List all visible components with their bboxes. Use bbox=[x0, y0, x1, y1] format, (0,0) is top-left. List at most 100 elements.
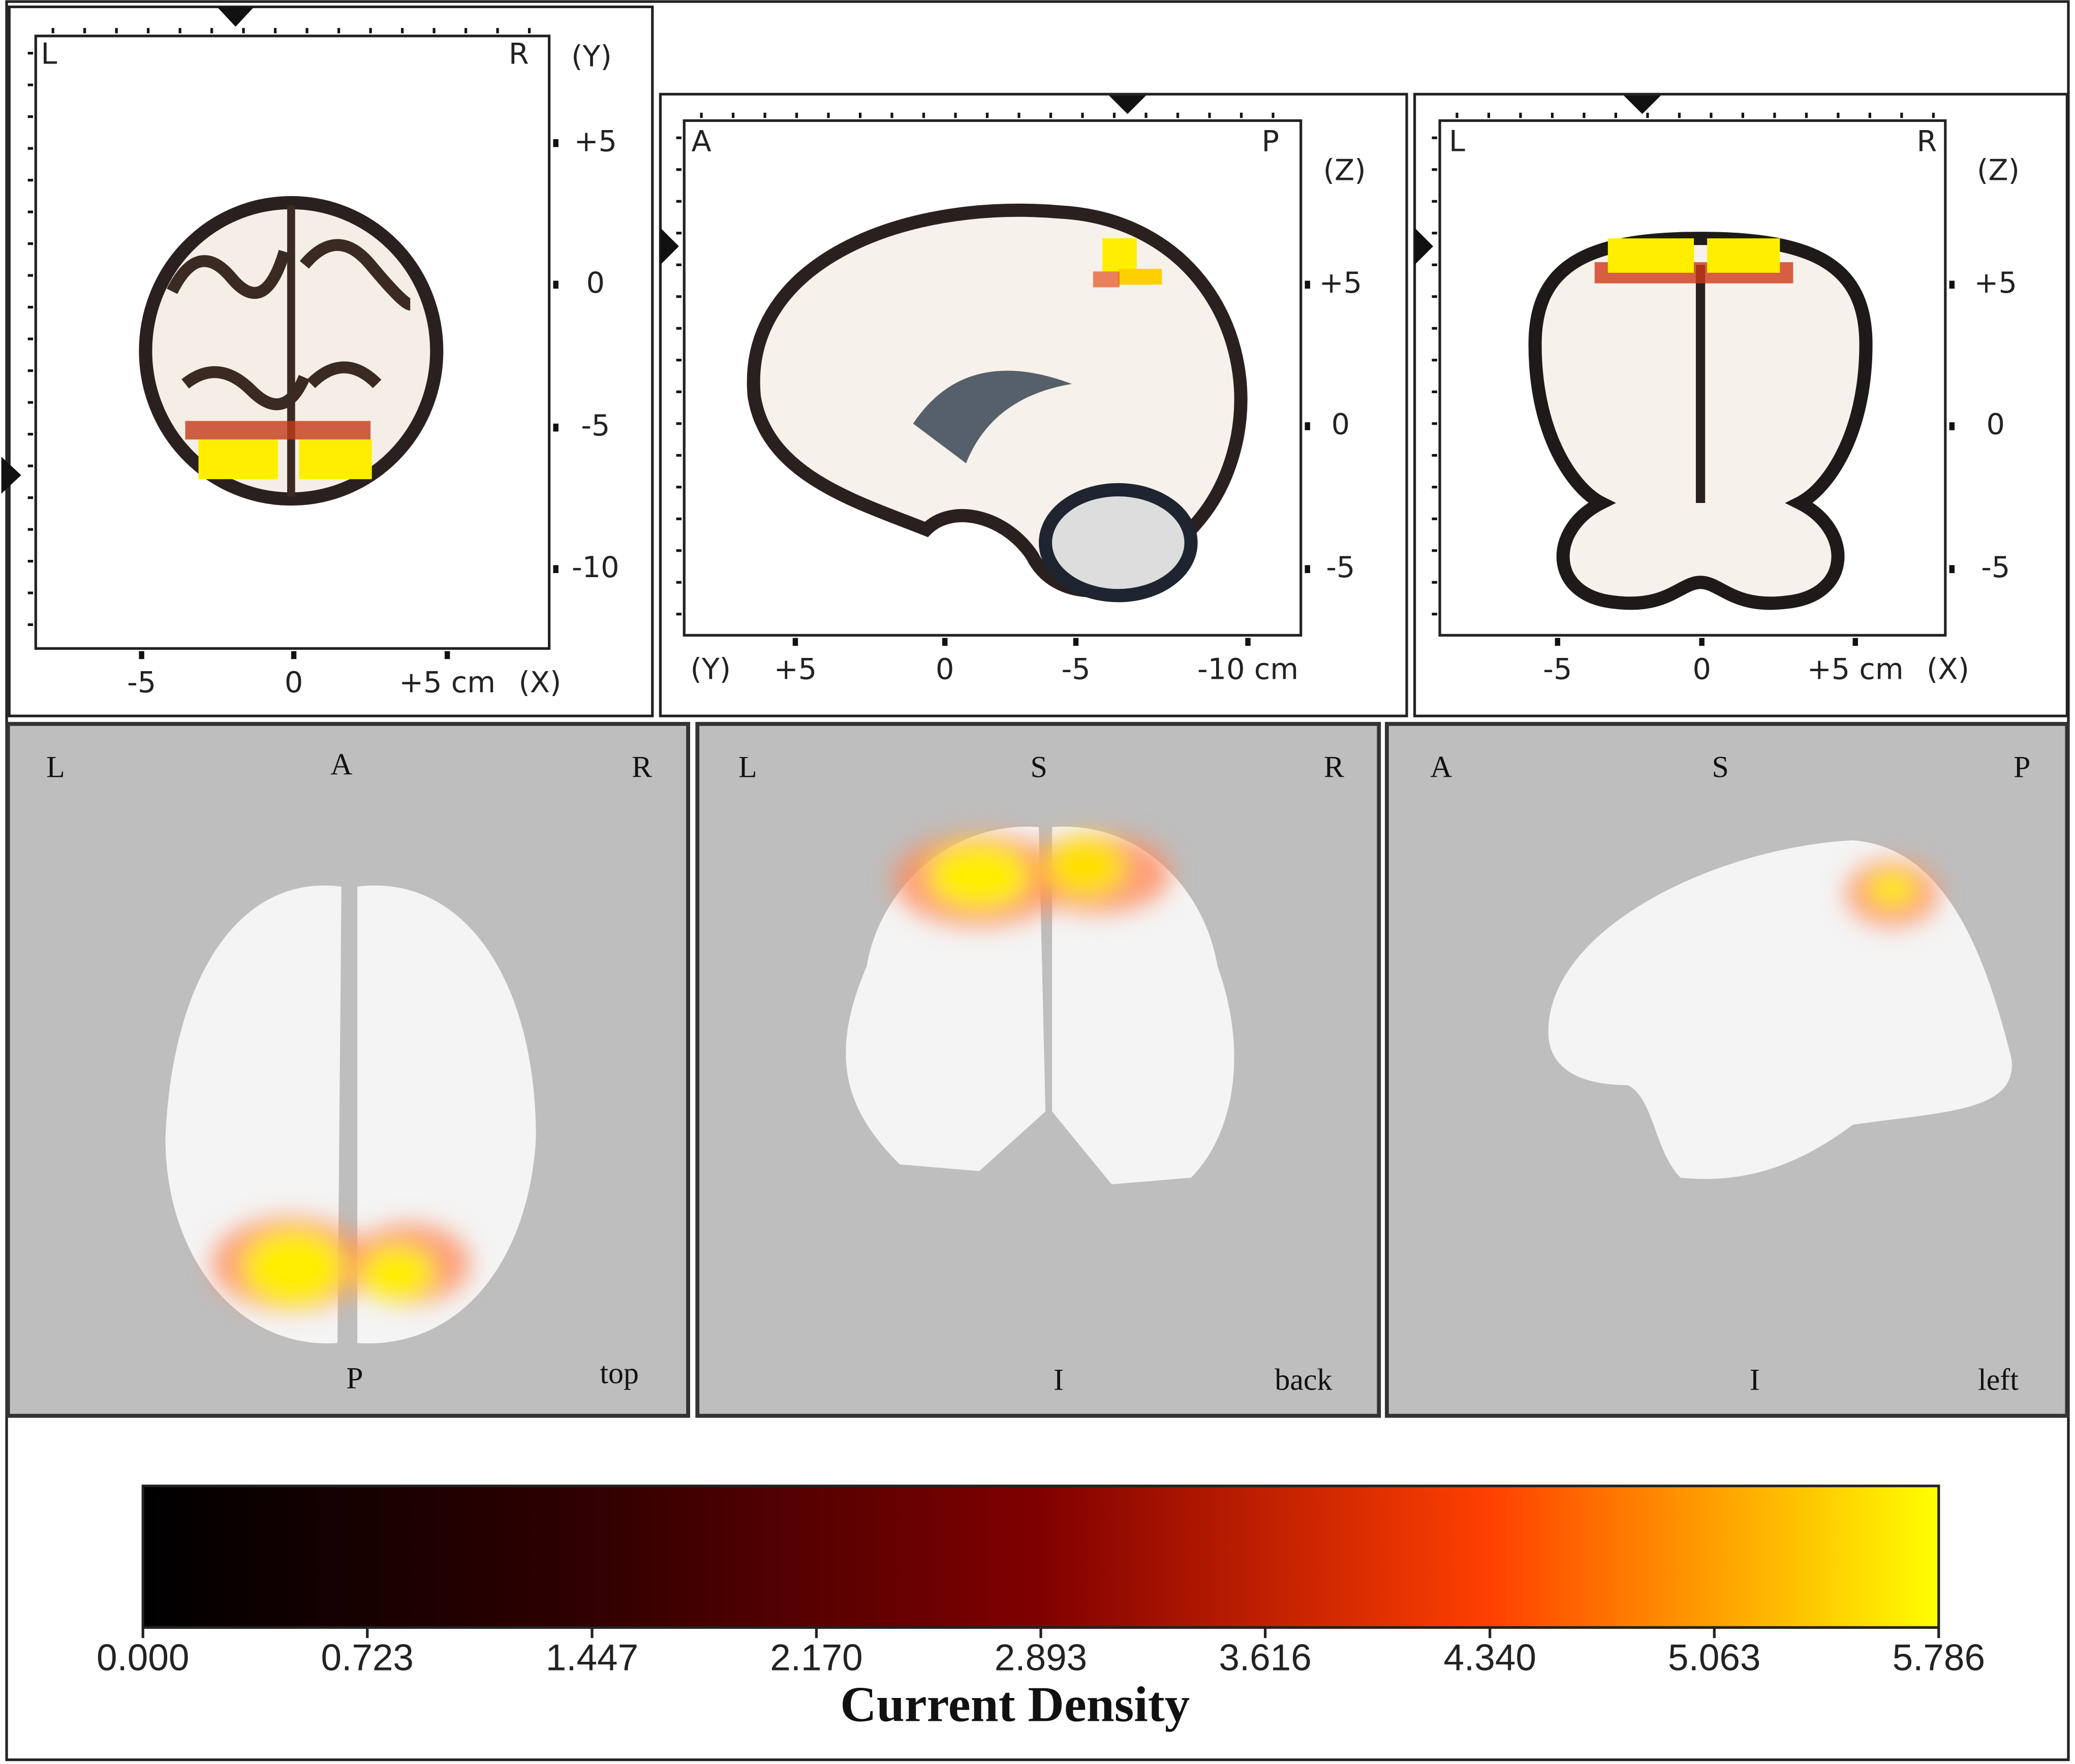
ruler-dot bbox=[400, 28, 404, 34]
colorbar-tick-label: 5.786 bbox=[1893, 1637, 1985, 1679]
orientation-label: L bbox=[1449, 124, 1465, 158]
ruler-dot bbox=[1432, 263, 1437, 266]
ruler-dot bbox=[731, 112, 735, 118]
colorbar-tick-label: 5.063 bbox=[1668, 1637, 1760, 1679]
ruler-dot bbox=[1432, 422, 1437, 425]
orientation-label: L bbox=[738, 750, 757, 784]
ruler-dot bbox=[274, 28, 277, 34]
ruler-dot bbox=[83, 28, 86, 34]
ruler-dot bbox=[676, 517, 682, 520]
ruler-dot bbox=[27, 559, 34, 563]
ruler-dot bbox=[496, 28, 499, 34]
ruler-dot bbox=[305, 28, 308, 34]
orientation-label: R bbox=[509, 37, 529, 71]
ruler-dot bbox=[890, 112, 893, 118]
colorbar bbox=[141, 1485, 1940, 1629]
ruler-dot bbox=[1272, 112, 1275, 118]
ruler-dot bbox=[147, 28, 150, 34]
tick-dot bbox=[553, 423, 559, 432]
ruler-dot bbox=[1900, 112, 1903, 118]
tick-dot bbox=[1073, 638, 1079, 646]
axis-tick-label: +5 bbox=[1974, 266, 2017, 300]
orientation-label: A bbox=[1430, 750, 1452, 784]
tick-dot bbox=[792, 638, 798, 646]
ruler-dot bbox=[27, 305, 34, 309]
ruler-dot bbox=[1432, 454, 1437, 457]
sagittal-slice bbox=[747, 203, 1248, 603]
colorbar-tick-label: 0.000 bbox=[97, 1637, 189, 1679]
orientation-label: L bbox=[46, 750, 65, 784]
orientation-label: S bbox=[1712, 750, 1728, 784]
ruler-dot bbox=[1487, 112, 1491, 118]
ruler-dot bbox=[1432, 168, 1437, 171]
tick-dot bbox=[553, 139, 559, 147]
ruler-dot bbox=[1432, 613, 1437, 616]
tick-dot bbox=[139, 651, 144, 659]
ruler-dot bbox=[1112, 112, 1116, 118]
ruler-dot bbox=[1432, 200, 1437, 203]
orientation-label: I bbox=[1750, 1363, 1760, 1396]
ruler-dot bbox=[676, 390, 682, 393]
ruler-dot bbox=[210, 28, 213, 34]
ruler-dot bbox=[1240, 112, 1243, 118]
ruler-dot bbox=[27, 83, 34, 86]
tick-dot bbox=[553, 280, 559, 289]
orientation-label: R bbox=[1324, 750, 1344, 784]
tick-dot bbox=[1305, 280, 1310, 289]
colorbar-tick-label: 2.170 bbox=[770, 1637, 862, 1679]
tick-dot bbox=[1699, 638, 1705, 646]
ruler-dot bbox=[1583, 112, 1586, 118]
ruler-dot bbox=[27, 147, 34, 150]
tick-dot bbox=[1305, 422, 1310, 430]
ruler-dot bbox=[27, 178, 34, 182]
orientation-label: R bbox=[632, 750, 652, 784]
ruler-dot bbox=[369, 28, 372, 34]
ruler-dot bbox=[676, 263, 682, 266]
axis-tick-label: -5 bbox=[127, 665, 156, 699]
axis-tick-label: +5 bbox=[1319, 266, 1362, 300]
ruler-dot bbox=[1678, 112, 1681, 118]
axis-tick-label: -5 bbox=[1061, 652, 1090, 686]
ruler-dot bbox=[676, 232, 682, 235]
tick-dot bbox=[1555, 638, 1561, 646]
tick-dot bbox=[291, 651, 297, 659]
ruler-dot bbox=[27, 52, 34, 55]
ruler-dot bbox=[1081, 112, 1084, 118]
ruler-dot bbox=[27, 115, 34, 118]
ruler-dot bbox=[1932, 112, 1935, 118]
brain-top bbox=[165, 885, 536, 1344]
ruler-dot bbox=[1176, 112, 1180, 118]
ruler-dot bbox=[795, 112, 798, 118]
ruler-dot bbox=[51, 28, 54, 34]
axis-name: (X) bbox=[1927, 652, 1969, 686]
tick-dot bbox=[1245, 638, 1251, 646]
view-name: top bbox=[600, 1356, 639, 1390]
axis-tick-label: -5 bbox=[1981, 550, 2010, 584]
ruler-dot bbox=[1432, 517, 1437, 520]
ruler-dot bbox=[676, 168, 682, 171]
ruler-dot bbox=[1432, 359, 1437, 362]
ruler-dot bbox=[676, 486, 682, 489]
axis-tick-label: -5 bbox=[581, 408, 610, 443]
tick-dot bbox=[1949, 565, 1955, 573]
ruler-dot bbox=[676, 454, 682, 457]
ruler-dot bbox=[432, 28, 436, 34]
ruler-dot bbox=[1455, 112, 1459, 118]
ruler-dot bbox=[676, 295, 682, 298]
brain-back bbox=[846, 827, 1234, 1185]
orientation-label: P bbox=[1262, 124, 1280, 158]
ruler-dot bbox=[1432, 549, 1437, 552]
tick-dot bbox=[942, 638, 948, 646]
tick-dot bbox=[1852, 638, 1858, 646]
ruler-dot bbox=[676, 359, 682, 362]
ruler-dot bbox=[1144, 112, 1148, 118]
axis-tick-label: 0 bbox=[936, 652, 954, 686]
ruler-dot bbox=[827, 112, 830, 118]
ruler-dot bbox=[337, 28, 340, 34]
colorbar-tick-label: 3.616 bbox=[1219, 1637, 1311, 1679]
ruler-dot bbox=[27, 210, 34, 213]
colorbar-tick-label: 0.723 bbox=[321, 1637, 414, 1679]
ruler-dot bbox=[676, 581, 682, 584]
ruler-dot bbox=[1432, 327, 1437, 330]
